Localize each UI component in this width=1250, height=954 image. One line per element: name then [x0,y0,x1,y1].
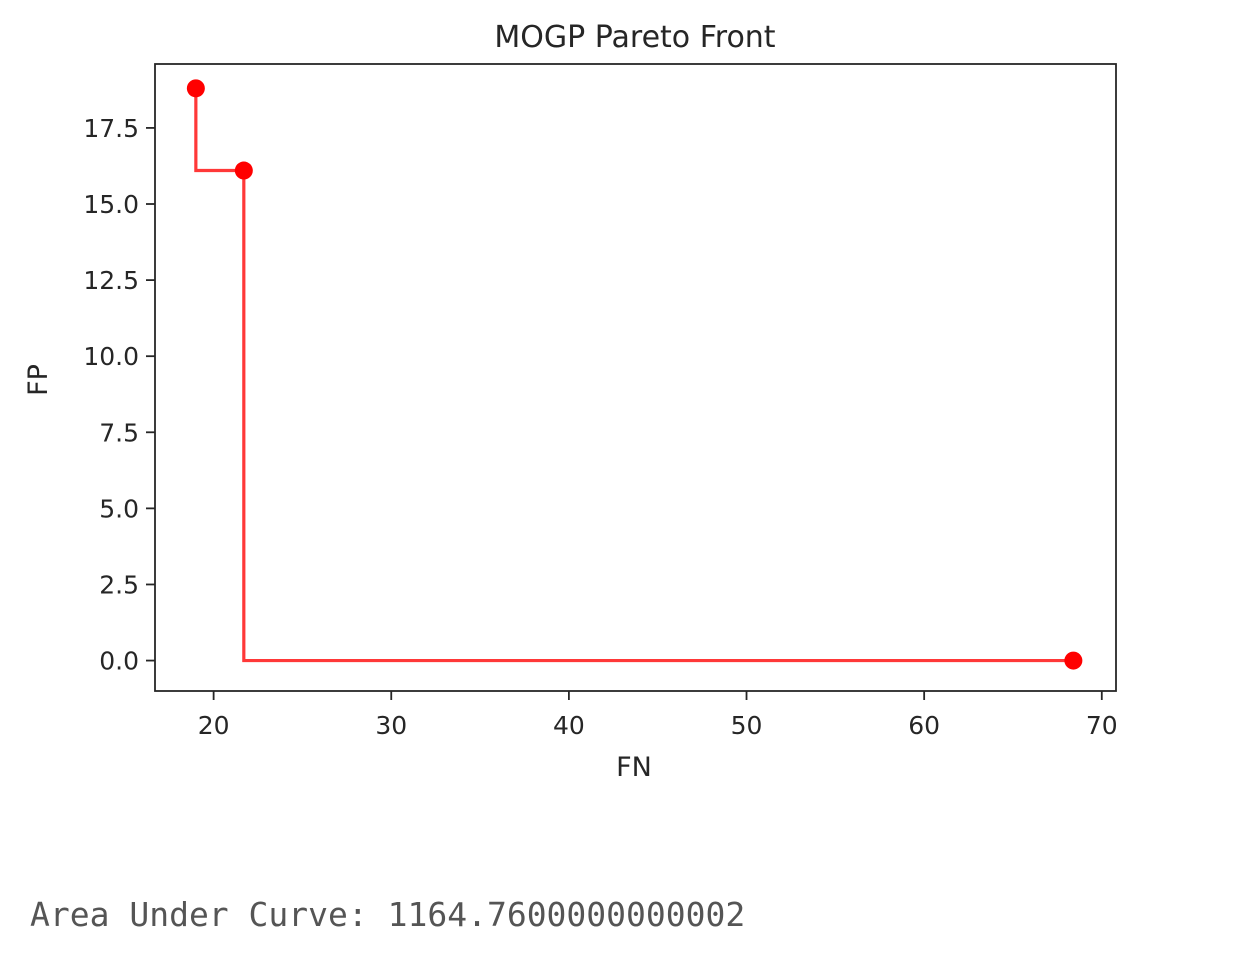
y-tick-label: 2.5 [99,570,139,599]
area-under-curve-output: Area Under Curve: 1164.7600000000002 [30,895,746,934]
y-tick-label: 15.0 [83,190,139,219]
plot-area-frame [154,63,1117,692]
y-axis-label: FP [23,364,54,396]
pareto-point [234,161,253,180]
y-tick-label: 10.0 [83,342,139,371]
chart-title: MOGP Pareto Front [494,20,775,55]
x-tick-label: 20 [198,711,230,740]
y-tick-label: 17.5 [83,114,139,143]
y-tick-label: 5.0 [99,494,139,523]
y-tick-label: 12.5 [83,266,139,295]
series-layer [186,79,1083,670]
x-axis-ticks: 20 30 40 50 60 70 [198,691,1118,740]
x-tick-label: 70 [1086,711,1118,740]
x-tick-label: 60 [908,711,940,740]
y-tick-label: 7.5 [99,418,139,447]
x-axis-label: FN [616,752,652,783]
y-axis-ticks: 0.0 2.5 5.0 7.5 10.0 12.5 15.0 17.5 [83,114,155,676]
pareto-point [1064,651,1083,670]
y-tick-label: 0.0 [99,647,139,676]
x-tick-label: 30 [375,711,407,740]
pareto-point [186,79,205,98]
pareto-step-line [194,88,1074,663]
x-tick-label: 50 [731,711,763,740]
x-tick-label: 40 [553,711,585,740]
